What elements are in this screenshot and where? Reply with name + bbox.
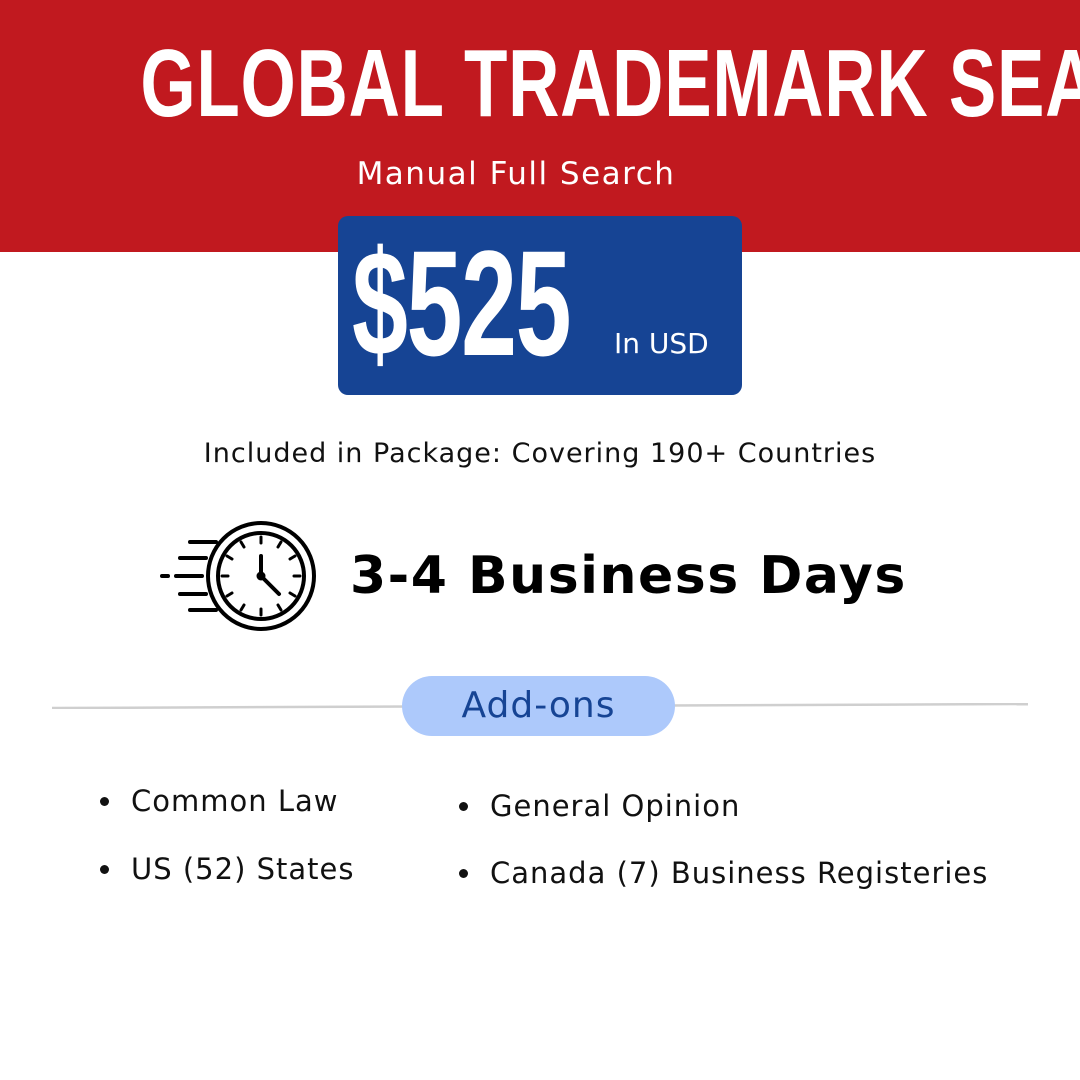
bullet-icon: [100, 864, 109, 874]
header-banner: [0, 0, 1080, 252]
list-item: US (52) States: [100, 852, 354, 886]
price-amount: $525: [352, 219, 572, 387]
page-subtitle: Manual Full Search: [356, 156, 676, 192]
list-item: Canada (7) Business Registeries: [459, 856, 988, 890]
package-coverage-text: Included in Package: Covering 190+ Count…: [203, 438, 877, 469]
page-title: GLOBAL TRADEMARK SEARCH: [140, 30, 1080, 137]
addon-label: General Opinion: [490, 789, 741, 823]
delivery-time: 3-4 Business Days: [350, 546, 907, 606]
list-item: Common Law: [100, 784, 338, 818]
price-currency-label: In USD: [614, 327, 709, 360]
addon-label: US (52) States: [131, 852, 355, 886]
bullet-icon: [459, 868, 468, 878]
price-box: [338, 216, 742, 395]
bullet-icon: [459, 801, 468, 811]
addon-label: Canada (7) Business Registeries: [490, 856, 989, 890]
addon-label: Common Law: [131, 784, 339, 818]
addons-heading: Add-ons: [402, 676, 675, 736]
bullet-icon: [100, 796, 109, 806]
fast-clock-icon: [160, 521, 316, 631]
list-item: General Opinion: [459, 789, 740, 823]
